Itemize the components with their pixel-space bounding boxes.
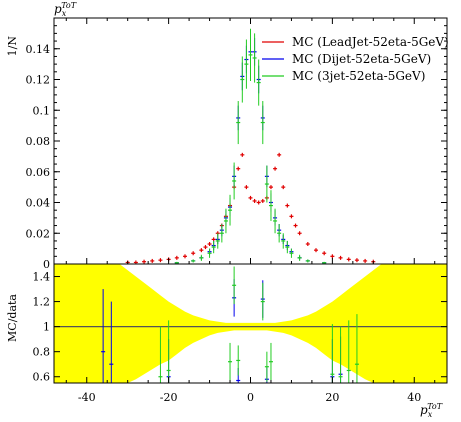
- ratio-y-tick-label: 0.8: [33, 346, 51, 359]
- main-x-axis-title-subscript: x: [62, 9, 67, 18]
- ratio-y-tick-label: 1.2: [33, 296, 51, 309]
- main-y-axis: 0 0.02 0.04 0.06 0.08 0.1 0.12 0.14: [26, 17, 447, 271]
- main-y-tick-label: 0.1: [33, 104, 51, 117]
- main-y-tick-label: 0.02: [26, 227, 51, 240]
- main-y-tick-label: 0.08: [26, 135, 51, 148]
- main-x-axis-title-base: p: [54, 2, 62, 16]
- main-plot-markers: [125, 28, 376, 265]
- main-plot-panel: 0 0.02 0.04 0.06 0.08 0.1 0.12 0.14 pxToT 1/N M…: [6, 1, 449, 271]
- main-y-tick-label: 0.14: [26, 43, 51, 56]
- main-y-tick-label: 0.06: [26, 166, 51, 179]
- main-x-axis-title-superscript: ToT: [61, 1, 77, 10]
- ratio-uncertainty-band: [54, 264, 447, 383]
- ratio-x-axis-title-subscript: x: [428, 410, 433, 419]
- legend-label: MC (Dijet-52eta-5GeV): [292, 52, 431, 66]
- ratio-x-tick-label: -20: [160, 391, 178, 404]
- legend-label: MC (3jet-52eta-5GeV): [292, 69, 425, 83]
- ratio-x-tick-label: 40: [407, 391, 421, 404]
- ratio-x-tick-label: 20: [325, 391, 339, 404]
- main-y-tick-label: 0.12: [26, 74, 51, 87]
- ratio-x-tick-label: 0: [247, 391, 254, 404]
- ratio-x-axis: -40 -20 0 20 40: [65, 377, 436, 404]
- main-y-tick-label: 0: [43, 258, 50, 271]
- main-y-axis-title: 1/N: [6, 36, 19, 57]
- ratio-x-axis-title-superscript: ToT: [427, 402, 443, 411]
- ratio-y-axis-title: MC/data: [6, 294, 19, 342]
- ratio-plot-panel: 0.6 0.8 1 1.2 1.4 -40 -20 0 20 40 MC/data pxToT: [6, 263, 448, 419]
- legend-label: MC (LeadJet-52eta-5GeV): [292, 35, 449, 49]
- ratio-y-tick-label: 1.4: [33, 271, 51, 284]
- ratio-y-tick-label: 1: [43, 321, 50, 334]
- ratio-x-tick-label: -40: [78, 391, 96, 404]
- ratio-x-axis-title: pxToT: [420, 402, 443, 419]
- legend: MC (LeadJet-52eta-5GeV) MC (Dijet-52eta-5…: [262, 35, 449, 83]
- ratio-x-axis-title-base: p: [420, 403, 428, 417]
- ratio-y-tick-label: 0.6: [33, 371, 51, 384]
- ratio-y-axis: 0.6 0.8 1 1.2 1.4: [33, 271, 447, 384]
- main-y-tick-label: 0.04: [26, 197, 51, 210]
- ratio-plot-content: [54, 264, 447, 383]
- main-x-axis-title: pxToT: [54, 1, 77, 18]
